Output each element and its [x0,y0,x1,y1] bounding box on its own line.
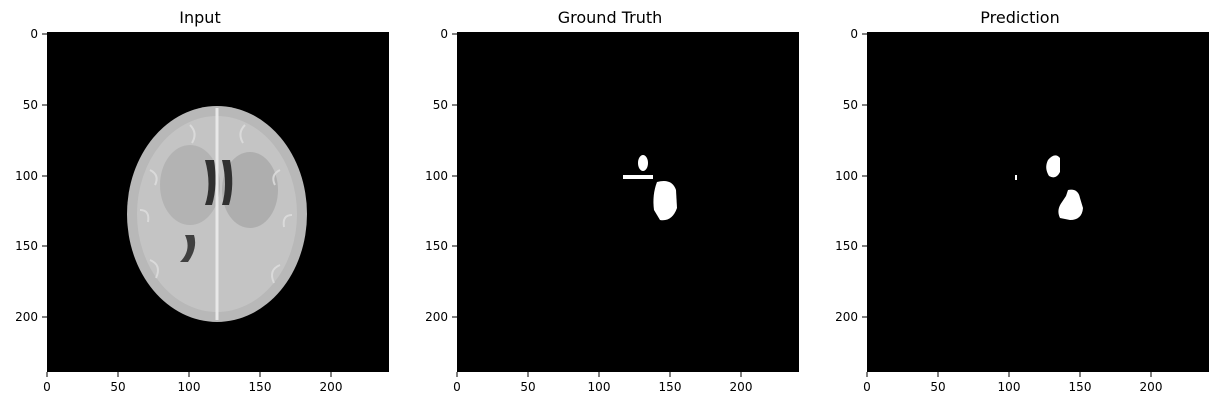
x-tick-label: 100 [178,380,201,394]
x-tick-label: 50 [520,380,535,394]
ground-truth-mask [623,155,677,221]
x-tick-label: 0 [453,380,461,394]
x-tick-label: 50 [110,380,125,394]
y-tick-label: 150 [835,239,858,253]
x-tick-label: 200 [1140,380,1163,394]
panel-title-prediction: Prediction [980,8,1060,27]
x-axis: 0 50 100 150 200 [453,372,752,394]
y-tick-label: 200 [835,310,858,324]
brain-scan [127,106,307,322]
y-tick-label: 0 [30,27,38,41]
x-tick-label: 150 [249,380,272,394]
y-tick-label: 150 [425,239,448,253]
x-axis: 0 50 100 150 200 [43,372,342,394]
y-tick-label: 150 [15,239,38,253]
panel-title-input: Input [179,8,221,27]
input-plot: 0 50 100 150 200 0 50 100 150 200 [15,27,389,394]
image-background [457,32,799,372]
x-tick-label: 100 [998,380,1021,394]
y-tick-label: 200 [15,310,38,324]
x-tick-label: 0 [43,380,51,394]
x-tick-label: 0 [863,380,871,394]
ground-truth-plot: 0 50 100 150 200 0 50 100 150 200 [425,27,799,394]
x-tick-label: 50 [930,380,945,394]
ground-truth-panel: Ground Truth 0 50 100 150 200 0 50 [410,0,810,407]
panel-title-ground-truth: Ground Truth [557,8,663,27]
y-axis: 0 50 100 150 200 [15,27,47,324]
x-tick-label: 200 [320,380,343,394]
x-tick-label: 150 [1069,380,1092,394]
prediction-panel: Prediction 0 50 100 150 200 0 50 [820,0,1220,407]
y-tick-label: 200 [425,310,448,324]
y-axis: 0 50 100 150 200 [425,27,457,324]
x-tick-label: 100 [588,380,611,394]
input-panel: Input [0,0,400,407]
x-tick-label: 150 [659,380,682,394]
image-background [867,32,1209,372]
y-tick-label: 100 [425,169,448,183]
y-tick-label: 0 [850,27,858,41]
prediction-plot: 0 50 100 150 200 0 50 100 150 200 [835,27,1209,394]
y-tick-label: 50 [433,98,448,112]
y-tick-label: 50 [23,98,38,112]
y-tick-label: 100 [15,169,38,183]
prediction-mask [1015,155,1083,220]
x-tick-label: 200 [730,380,753,394]
y-tick-label: 50 [843,98,858,112]
y-axis: 0 50 100 150 200 [835,27,867,324]
y-tick-label: 0 [440,27,448,41]
y-tick-label: 100 [835,169,858,183]
x-axis: 0 50 100 150 200 [863,372,1162,394]
